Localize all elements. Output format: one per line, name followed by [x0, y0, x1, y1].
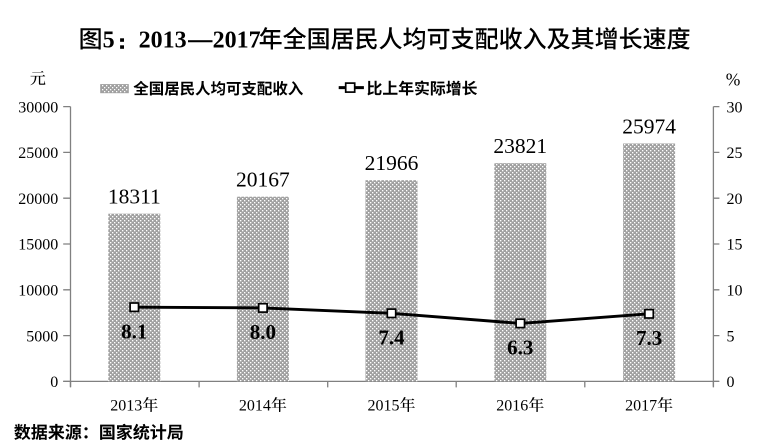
svg-text:7.3: 7.3	[636, 326, 662, 350]
svg-text:2017: 2017	[213, 28, 261, 54]
svg-text:15: 15	[727, 237, 743, 254]
svg-text:2015: 2015	[368, 398, 400, 415]
svg-text:2013: 2013	[110, 398, 142, 415]
svg-text:18311: 18311	[108, 185, 161, 209]
svg-text:0: 0	[50, 374, 58, 391]
svg-text:5: 5	[103, 28, 115, 54]
svg-text:30: 30	[727, 99, 743, 116]
svg-text:25974: 25974	[622, 114, 676, 138]
svg-text:%: %	[726, 70, 741, 90]
svg-text:20: 20	[727, 191, 743, 208]
svg-text:7.4: 7.4	[378, 325, 405, 349]
svg-text:0: 0	[727, 374, 735, 391]
svg-text:20000: 20000	[18, 191, 58, 208]
svg-text:25000: 25000	[18, 145, 58, 162]
svg-text:6.3: 6.3	[507, 336, 533, 360]
svg-text:2016: 2016	[496, 398, 528, 415]
svg-text:5: 5	[727, 328, 735, 345]
svg-text:10000: 10000	[18, 283, 58, 300]
svg-text:15000: 15000	[18, 237, 58, 254]
svg-text:23821: 23821	[493, 134, 547, 158]
svg-text:10: 10	[727, 283, 743, 300]
svg-text:30000: 30000	[18, 99, 58, 116]
svg-text:2017: 2017	[625, 398, 657, 415]
svg-text:20167: 20167	[236, 168, 290, 192]
svg-text:2013: 2013	[139, 28, 187, 54]
svg-text:8.0: 8.0	[250, 320, 276, 344]
svg-text:25: 25	[727, 145, 743, 162]
svg-text:8.1: 8.1	[121, 319, 147, 343]
svg-text:5000: 5000	[26, 328, 58, 345]
svg-text:2014: 2014	[239, 398, 271, 415]
svg-text:21966: 21966	[365, 151, 419, 175]
